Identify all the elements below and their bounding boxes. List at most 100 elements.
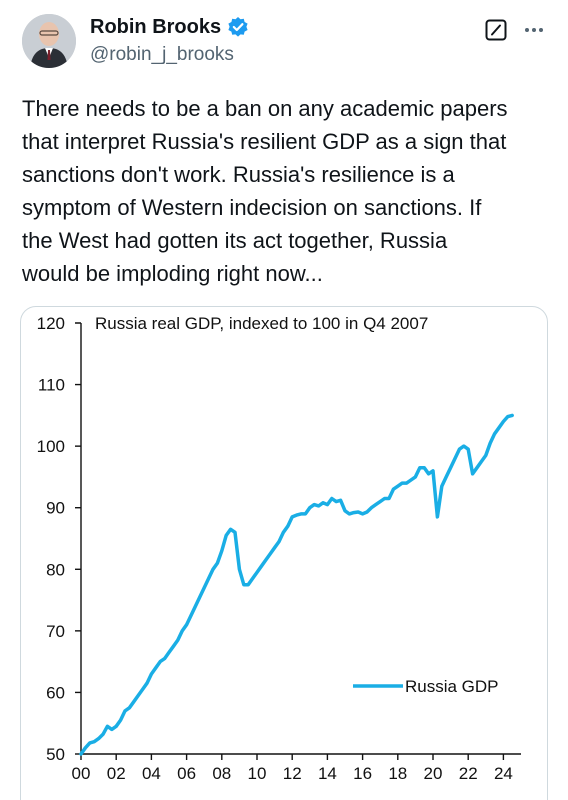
data-point: [365, 510, 369, 514]
tweet-text: There needs to be a ban on any academic …: [22, 96, 508, 286]
data-point: [291, 515, 294, 519]
data-point: [440, 485, 443, 488]
legend-label: Russia GDP: [405, 677, 499, 696]
data-point: [172, 645, 175, 648]
x-tick-label: 16: [353, 764, 372, 783]
data-point: [506, 415, 509, 418]
author-handle[interactable]: @robin_j_brooks: [90, 44, 234, 65]
data-point: [392, 488, 395, 491]
more-options-icon[interactable]: [520, 16, 548, 44]
data-point: [493, 432, 496, 435]
avatar[interactable]: [22, 14, 76, 68]
data-point: [273, 546, 276, 549]
y-tick-label: 50: [46, 745, 65, 764]
data-point: [229, 528, 232, 531]
data-point: [431, 469, 435, 472]
data-point: [502, 420, 505, 423]
y-tick-label: 100: [37, 437, 65, 456]
data-point: [414, 475, 417, 479]
grok-icon[interactable]: [484, 18, 508, 42]
data-point: [123, 709, 127, 713]
y-tick-label: 70: [46, 622, 65, 641]
data-point: [282, 531, 285, 534]
data-point: [110, 728, 114, 731]
y-tick-label: 110: [38, 376, 65, 395]
data-point: [418, 466, 421, 469]
x-tick-label: 14: [318, 764, 337, 783]
data-point: [167, 651, 171, 654]
data-point: [295, 513, 298, 517]
data-point: [343, 509, 347, 512]
data-point: [163, 657, 166, 660]
data-point: [480, 460, 483, 463]
data-point: [286, 525, 289, 528]
data-point: [154, 666, 157, 669]
data-point: [189, 614, 193, 617]
data-point: [203, 586, 206, 589]
data-point: [88, 741, 92, 745]
x-tick-label: 08: [212, 764, 231, 783]
data-point: [467, 448, 470, 451]
x-tick-label: 24: [494, 764, 513, 783]
data-point: [330, 497, 333, 500]
data-point: [409, 478, 413, 482]
data-point: [396, 485, 399, 488]
data-point: [93, 740, 96, 743]
data-point: [238, 568, 241, 571]
data-point: [264, 558, 267, 562]
data-point: [449, 466, 452, 469]
x-tick-label: 10: [248, 764, 267, 783]
data-point: [335, 500, 338, 503]
data-point: [141, 688, 144, 691]
x-tick-label: 02: [107, 764, 126, 783]
data-point: [119, 718, 122, 722]
data-point: [458, 448, 461, 451]
data-point: [181, 629, 184, 633]
data-point: [251, 577, 254, 580]
author-name[interactable]: Robin Brooks: [90, 15, 222, 38]
data-point: [370, 506, 373, 509]
data-point: [185, 623, 188, 626]
data-point: [216, 561, 219, 565]
data-point: [339, 499, 342, 502]
data-point: [436, 515, 439, 519]
data-point: [304, 512, 307, 516]
x-tick-label: 06: [177, 764, 196, 783]
x-tick-label: 00: [72, 764, 91, 783]
data-point: [308, 506, 311, 509]
data-point: [511, 414, 514, 417]
data-point: [317, 504, 320, 508]
data-point: [84, 746, 87, 749]
data-point: [423, 466, 426, 469]
data-point: [150, 672, 153, 676]
data-point: [97, 737, 100, 740]
data-point: [159, 660, 162, 663]
data-point: [137, 694, 140, 697]
data-point: [374, 503, 377, 506]
data-point: [255, 571, 259, 574]
data-point: [387, 497, 391, 500]
data-point: [361, 512, 364, 516]
data-point: [489, 441, 492, 445]
data-point: [101, 733, 105, 736]
data-point: [383, 497, 386, 500]
data-point: [405, 481, 408, 485]
x-tick-label: 22: [459, 764, 478, 783]
chart-title: Russia real GDP, indexed to 100 in Q4 20…: [95, 314, 428, 333]
media-card[interactable]: 50 60 70 80 90 100 110 120 00 02 04 06 08 10 12 14 16 18 2…: [20, 306, 548, 800]
data-point: [427, 472, 430, 475]
data-point: [357, 510, 360, 514]
data-point: [247, 583, 250, 586]
y-tick-label: 90: [46, 499, 65, 518]
data-point: [379, 500, 382, 503]
data-point: [194, 605, 197, 608]
data-point: [225, 534, 228, 537]
data-point: [233, 531, 237, 534]
data-point: [198, 595, 201, 599]
avatar-photo: [22, 14, 76, 68]
name-row: Robin Brooks: [90, 14, 249, 40]
y-tick-label: 120: [37, 314, 65, 333]
data-point: [145, 682, 149, 685]
x-tick-label: 18: [388, 764, 407, 783]
y-tick-label: 80: [46, 560, 65, 579]
